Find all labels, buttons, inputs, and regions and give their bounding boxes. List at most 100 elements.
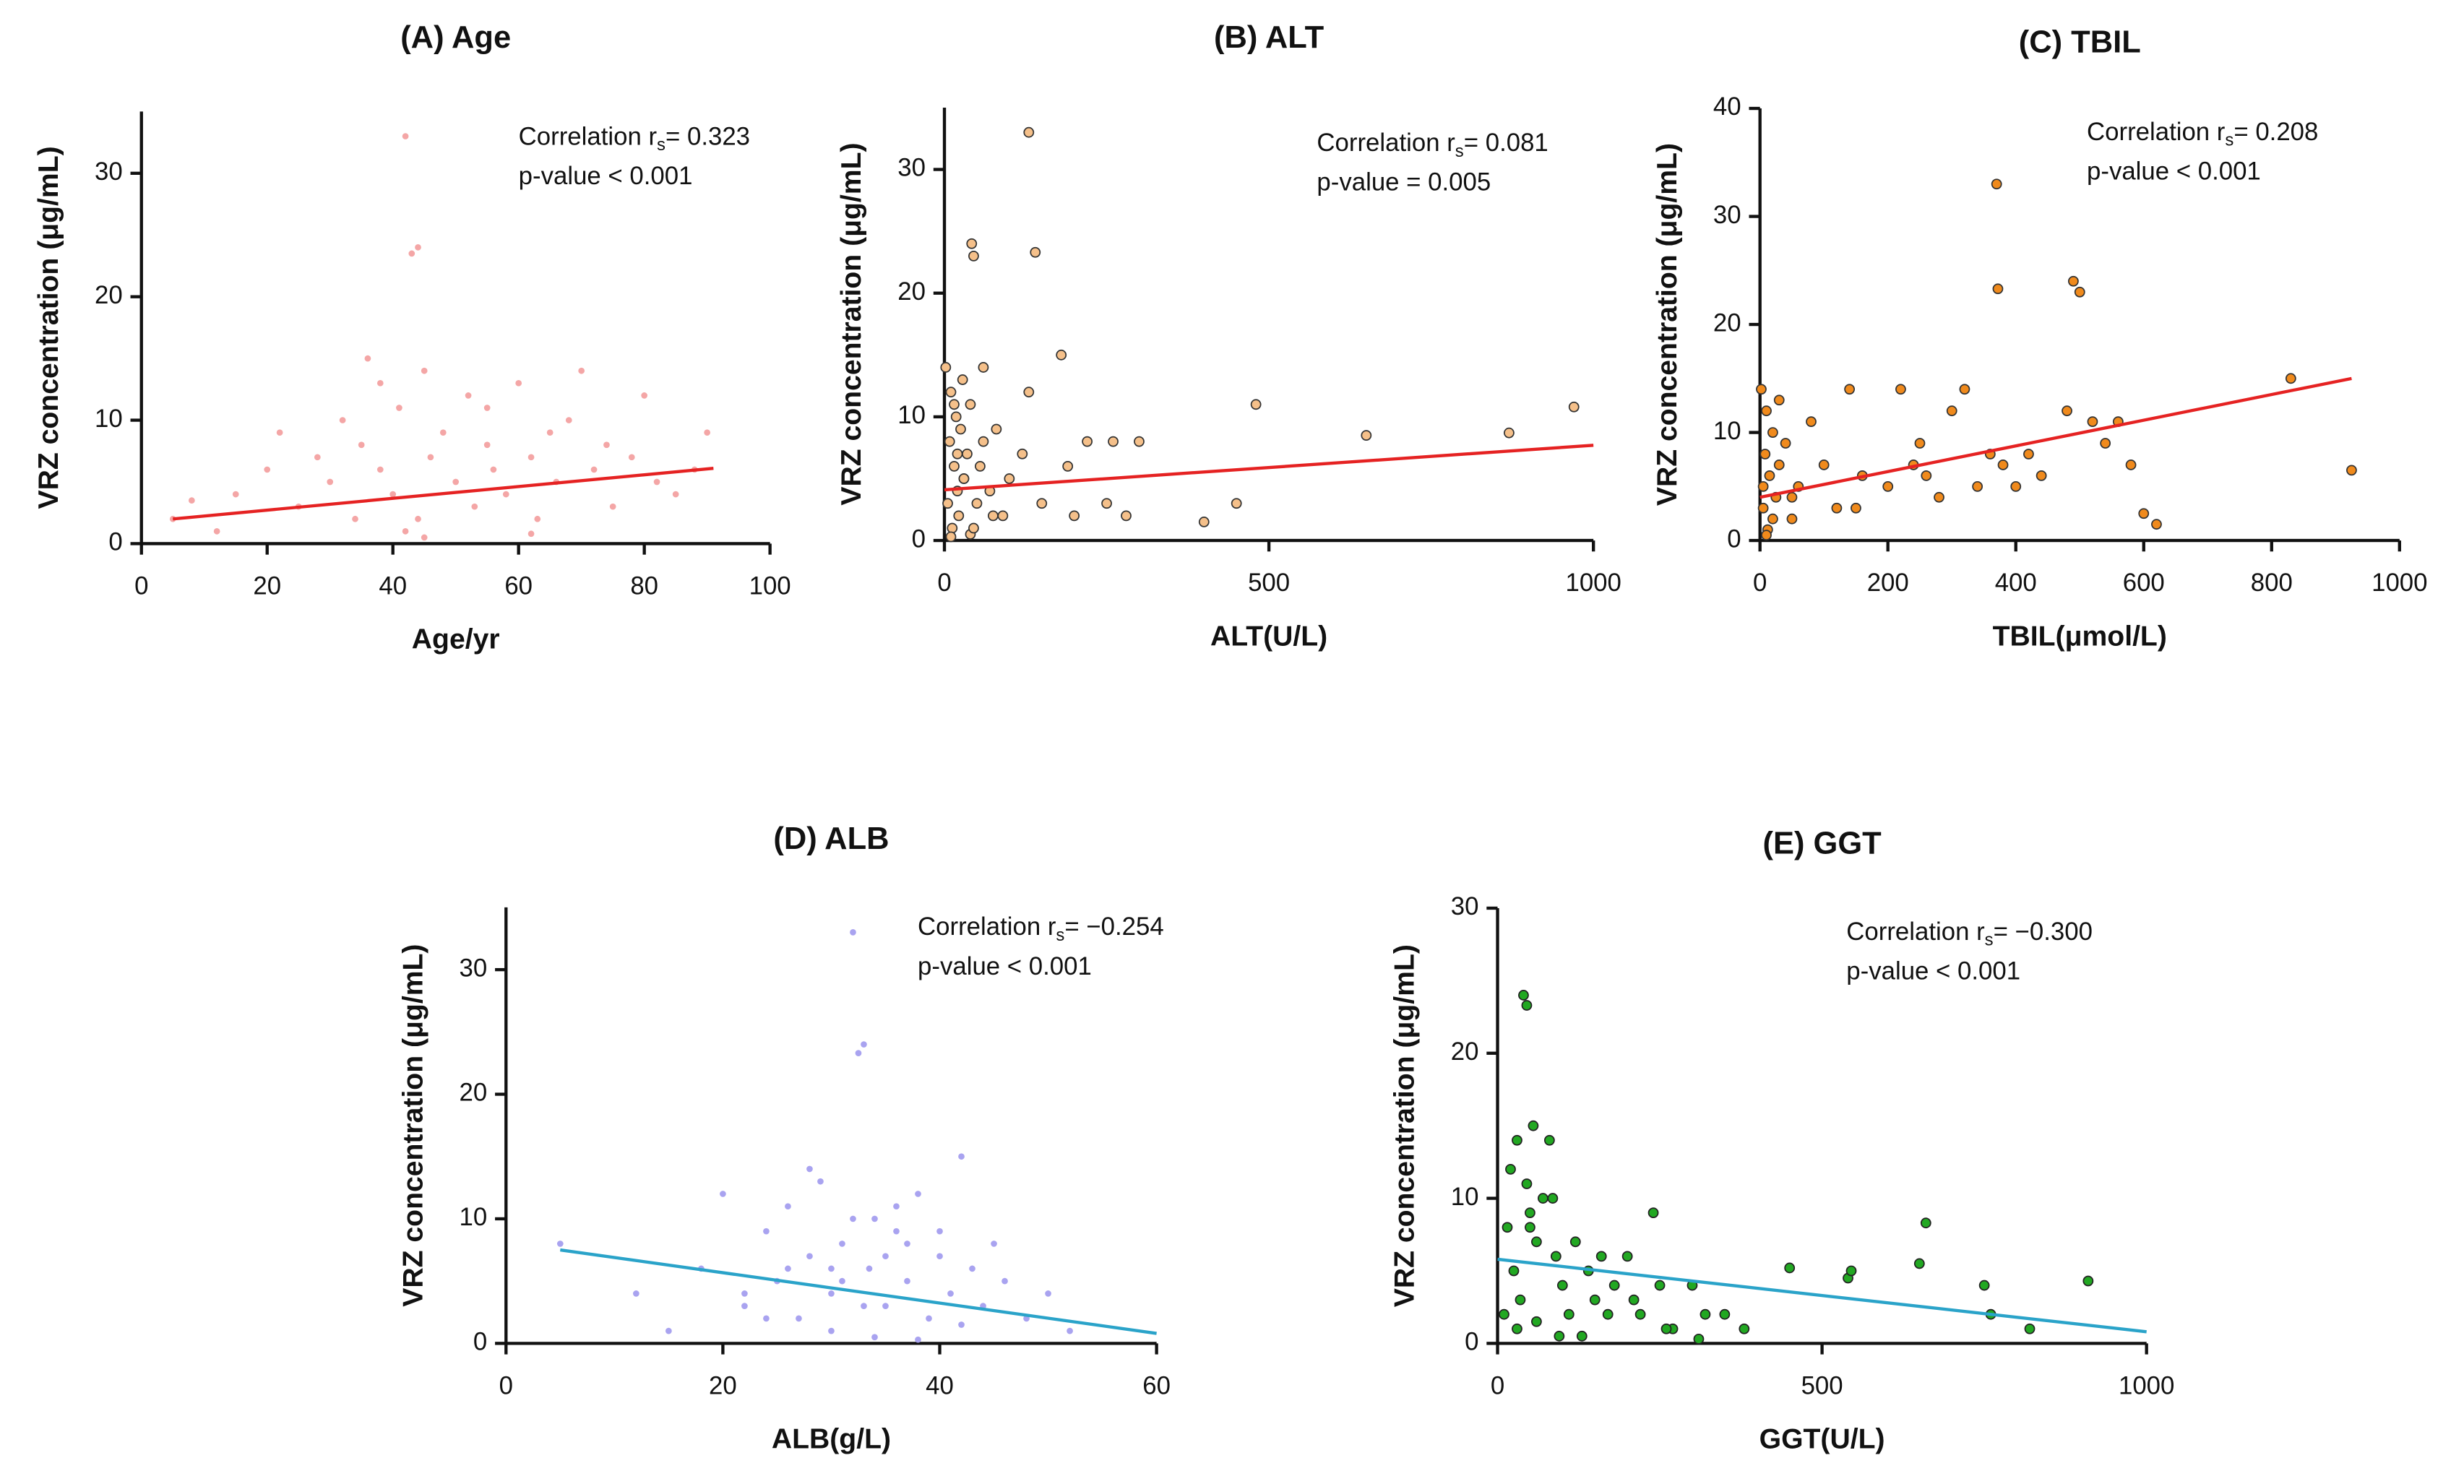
point: [1576, 1330, 1588, 1342]
point: [968, 250, 979, 262]
x-tick-label: 60: [1142, 1372, 1171, 1399]
p-value-text: p-value < 0.001: [519, 163, 693, 190]
panel-title: (A) Age: [400, 20, 511, 55]
point: [1361, 430, 1372, 441]
correlation-subscript: s: [657, 136, 665, 155]
point: [421, 367, 428, 374]
point: [1851, 502, 1861, 514]
point: [957, 374, 968, 385]
point: [339, 417, 346, 423]
point: [975, 460, 986, 472]
point: [1756, 384, 1767, 395]
x-tick-label: 0: [937, 569, 951, 597]
point: [483, 405, 491, 411]
point: [590, 466, 598, 473]
point: [958, 1321, 965, 1328]
x-tick-label: 100: [749, 573, 791, 600]
point: [421, 534, 428, 541]
point: [396, 405, 402, 411]
point: [483, 441, 491, 449]
point: [1595, 1251, 1607, 1262]
point: [817, 1178, 824, 1185]
point: [364, 355, 371, 362]
point: [1786, 513, 1798, 525]
point: [376, 466, 384, 473]
x-tick-label: 200: [1867, 569, 1909, 597]
point: [1934, 491, 1944, 503]
point: [850, 1215, 856, 1222]
point: [2024, 1323, 2036, 1334]
point: [839, 1277, 845, 1285]
point: [1563, 1308, 1575, 1320]
correlation-label: Correlation r: [918, 913, 1056, 941]
x-tick-label: 400: [1995, 569, 2037, 597]
point: [1082, 436, 1093, 447]
point: [2036, 470, 2047, 481]
point: [1508, 1265, 1520, 1277]
point: [515, 379, 522, 387]
point: [502, 491, 509, 498]
point: [945, 387, 957, 398]
x-tick-label: 600: [2123, 569, 2165, 597]
point: [741, 1290, 748, 1297]
fit-line: [944, 444, 1594, 492]
point: [1700, 1308, 1711, 1320]
point: [352, 515, 358, 522]
point: [471, 503, 478, 510]
y-axis-label: VRZ concentration (μg/mL): [836, 142, 867, 505]
point: [1023, 387, 1035, 398]
y-tick-label: 0: [912, 525, 926, 553]
p-value-text: p-value = 0.005: [1317, 169, 1491, 197]
point: [1056, 349, 1067, 361]
point: [949, 460, 960, 472]
correlation-text: Correlation rs= 0.081: [1317, 129, 1548, 161]
x-tick-label: 40: [379, 573, 407, 600]
point: [1978, 1280, 1990, 1291]
point: [1844, 384, 1856, 395]
point: [402, 528, 409, 535]
point: [904, 1241, 910, 1247]
point: [1780, 438, 1791, 449]
panel-title: (E) GGT: [1762, 826, 1882, 860]
correlation-text: Correlation rs= −0.300: [1846, 918, 2093, 950]
point: [1121, 510, 1132, 522]
y-tick-label: 20: [95, 282, 123, 309]
point: [1069, 510, 1080, 522]
point: [953, 510, 965, 522]
y-axis-label: VRZ concentration (μg/mL): [1652, 143, 1683, 506]
point: [1525, 1207, 1535, 1219]
point: [1504, 427, 1515, 439]
point: [861, 1041, 867, 1048]
point: [955, 423, 966, 435]
point: [1030, 246, 1041, 258]
point: [213, 528, 220, 535]
point: [2082, 1275, 2094, 1287]
point: [527, 530, 535, 538]
point: [1036, 498, 1048, 509]
y-tick-label: 30: [95, 158, 123, 186]
point: [314, 454, 321, 461]
point: [991, 423, 1002, 435]
x-tick-label: 20: [253, 573, 281, 600]
point: [828, 1265, 835, 1272]
point: [1914, 438, 1926, 449]
point: [965, 399, 976, 410]
point: [839, 1241, 845, 1247]
point: [806, 1253, 813, 1260]
point: [893, 1228, 900, 1235]
fit-line: [1759, 376, 2352, 499]
p-value-text: p-value < 0.001: [918, 953, 1092, 980]
x-tick-label: 500: [1248, 569, 1290, 597]
point: [850, 929, 856, 936]
point: [1001, 1277, 1008, 1285]
point: [1764, 470, 1775, 481]
x-tick-label: 80: [630, 573, 658, 600]
correlation-subscript: s: [1056, 926, 1064, 945]
panel-title: (D) ALB: [773, 821, 889, 856]
point: [653, 478, 660, 486]
panel-title: (C) TBIL: [2019, 25, 2141, 59]
y-tick-label: 20: [897, 278, 926, 306]
point: [189, 497, 195, 504]
correlation-value: = −0.254: [1064, 913, 1163, 941]
point: [1589, 1294, 1601, 1306]
